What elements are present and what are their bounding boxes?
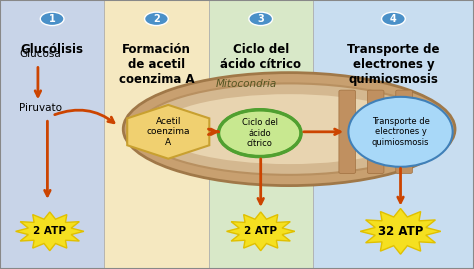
FancyBboxPatch shape	[209, 0, 313, 269]
Text: 2 ATP: 2 ATP	[244, 226, 277, 236]
Text: Piruvato: Piruvato	[19, 102, 62, 113]
Circle shape	[145, 12, 168, 26]
Text: 2: 2	[153, 14, 160, 24]
Text: Transporte de
electrones y
quimiosmosis: Transporte de electrones y quimiosmosis	[347, 43, 440, 86]
Circle shape	[40, 12, 64, 26]
Ellipse shape	[156, 94, 422, 164]
FancyBboxPatch shape	[396, 90, 412, 174]
FancyBboxPatch shape	[104, 0, 209, 269]
Polygon shape	[127, 105, 210, 159]
FancyBboxPatch shape	[313, 0, 474, 269]
Text: Acetil
coenzima
A: Acetil coenzima A	[146, 117, 190, 147]
Ellipse shape	[123, 73, 455, 186]
Text: 4: 4	[390, 14, 397, 24]
Text: Formación
de acetil
coenzima A: Formación de acetil coenzima A	[118, 43, 194, 86]
Polygon shape	[16, 212, 84, 251]
Ellipse shape	[348, 97, 453, 167]
Text: 32 ATP: 32 ATP	[378, 225, 423, 238]
Text: Ciclo del
ácido cítrico: Ciclo del ácido cítrico	[220, 43, 301, 71]
FancyBboxPatch shape	[339, 90, 356, 174]
Ellipse shape	[137, 83, 441, 175]
Text: Mitocondria: Mitocondria	[216, 79, 277, 89]
FancyBboxPatch shape	[0, 0, 104, 269]
Text: 3: 3	[257, 14, 264, 24]
Text: Transporte de
electrones y
quimiosmosis: Transporte de electrones y quimiosmosis	[372, 117, 429, 147]
FancyBboxPatch shape	[367, 90, 384, 174]
Text: Glucólisis: Glucólisis	[21, 43, 83, 56]
Text: 1: 1	[49, 14, 55, 24]
Text: 2 ATP: 2 ATP	[33, 226, 66, 236]
Polygon shape	[360, 208, 441, 254]
Circle shape	[382, 12, 405, 26]
Text: Glucosa: Glucosa	[19, 49, 61, 59]
Circle shape	[219, 110, 301, 157]
Text: Ciclo del
ácido
cítrico: Ciclo del ácido cítrico	[242, 118, 278, 148]
Polygon shape	[227, 212, 295, 251]
Circle shape	[249, 12, 273, 26]
